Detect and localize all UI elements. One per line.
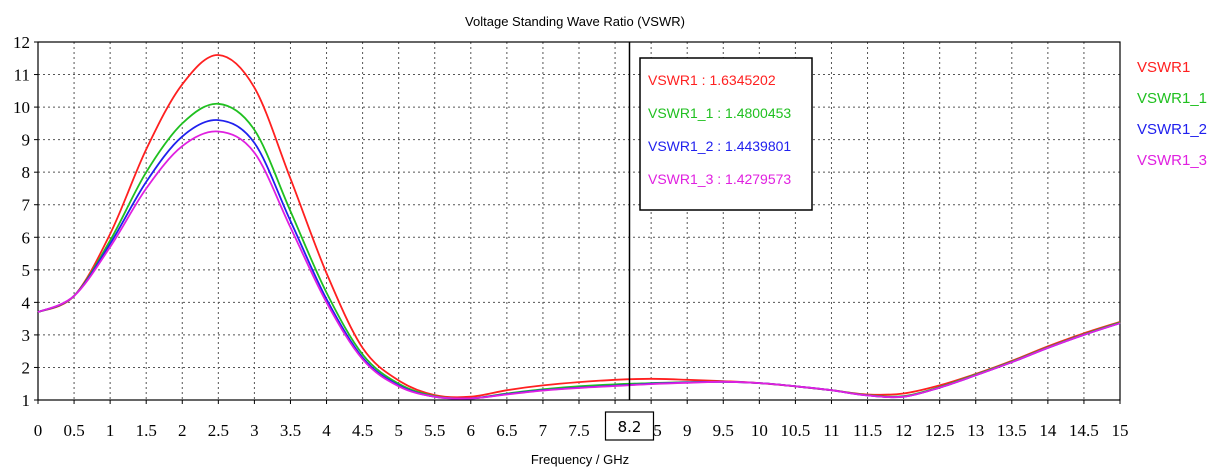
x-tick-label: 3.5 bbox=[280, 421, 301, 440]
x-tick-label: 5 bbox=[394, 421, 403, 440]
marker-box-frame bbox=[639, 57, 813, 211]
legend-item: VSWR1_3 bbox=[1137, 152, 1207, 169]
marker-readout: VSWR1_1 : 1.4800453 bbox=[648, 105, 791, 121]
y-tick-label: 2 bbox=[22, 358, 31, 377]
legend: VSWR1 VSWR1_1 VSWR1_2 VSWR1_3 bbox=[1137, 59, 1207, 169]
x-axis: 00.511.522.533.544.555.566.577.588.599.5… bbox=[34, 400, 1129, 440]
cursor-value-box[interactable]: 8.2 bbox=[604, 411, 655, 441]
plot-frame bbox=[37, 41, 1121, 401]
x-axis-label: Frequency / GHz bbox=[531, 452, 629, 467]
x-tick-label: 5.5 bbox=[424, 421, 445, 440]
marker-readout-box: VSWR1 : 1.6345202 VSWR1_1 : 1.4800453 VSWR… bbox=[639, 57, 813, 211]
x-tick-label: 12.5 bbox=[925, 421, 955, 440]
x-tick-label: 6.5 bbox=[496, 421, 517, 440]
x-tick-label: 6 bbox=[467, 421, 476, 440]
y-tick-label: 8 bbox=[22, 163, 31, 182]
marker-readout: VSWR1_2 : 1.4439801 bbox=[648, 138, 791, 154]
x-tick-label: 2 bbox=[178, 421, 187, 440]
x-tick-label: 15 bbox=[1112, 421, 1129, 440]
x-tick-label: 12 bbox=[895, 421, 912, 440]
y-tick-label: 6 bbox=[22, 228, 31, 247]
x-tick-label: 10 bbox=[751, 421, 768, 440]
x-tick-label: 14 bbox=[1039, 421, 1057, 440]
y-tick-label: 1 bbox=[22, 391, 31, 410]
x-tick-label: 7 bbox=[539, 421, 548, 440]
y-tick-label: 9 bbox=[22, 131, 31, 150]
x-tick-label: 0.5 bbox=[63, 421, 84, 440]
series-line-vswr1-2 bbox=[37, 119, 1121, 400]
x-tick-label: 4 bbox=[322, 421, 331, 440]
grid bbox=[37, 41, 1121, 401]
chart-title: Voltage Standing Wave Ratio (VSWR) bbox=[465, 14, 685, 29]
y-tick-label: 3 bbox=[22, 326, 31, 345]
x-tick-label: 11.5 bbox=[853, 421, 882, 440]
series-line-vswr1-3 bbox=[37, 130, 1121, 400]
marker-readout: VSWR1 : 1.6345202 bbox=[648, 72, 776, 88]
x-tick-label: 9.5 bbox=[713, 421, 734, 440]
x-tick-label: 2.5 bbox=[208, 421, 229, 440]
x-tick-label: 4.5 bbox=[352, 421, 373, 440]
x-tick-label: 1.5 bbox=[136, 421, 157, 440]
legend-item: VSWR1 bbox=[1137, 59, 1190, 76]
y-tick-label: 5 bbox=[22, 261, 31, 280]
cursor-value: 8.2 bbox=[618, 418, 642, 436]
legend-item: VSWR1_1 bbox=[1137, 90, 1207, 107]
x-tick-label: 1 bbox=[106, 421, 115, 440]
x-tick-label: 11 bbox=[823, 421, 839, 440]
y-tick-label: 4 bbox=[22, 293, 31, 312]
x-tick-label: 13.5 bbox=[997, 421, 1027, 440]
legend-item: VSWR1_2 bbox=[1137, 121, 1207, 138]
x-tick-label: 14.5 bbox=[1069, 421, 1099, 440]
y-tick-label: 12 bbox=[13, 33, 30, 52]
y-tick-label: 11 bbox=[14, 66, 30, 85]
x-tick-label: 9 bbox=[683, 421, 692, 440]
x-tick-label: 3 bbox=[250, 421, 259, 440]
marker-readout: VSWR1_3 : 1.4279573 bbox=[648, 171, 791, 187]
y-tick-label: 7 bbox=[22, 196, 31, 215]
x-tick-label: 7.5 bbox=[568, 421, 589, 440]
series-line-vswr1 bbox=[37, 54, 1121, 399]
x-tick-label: 13 bbox=[967, 421, 984, 440]
x-tick-label: 10.5 bbox=[781, 421, 811, 440]
y-tick-label: 10 bbox=[13, 98, 30, 117]
x-tick-label: 0 bbox=[34, 421, 43, 440]
series-lines bbox=[37, 54, 1121, 400]
